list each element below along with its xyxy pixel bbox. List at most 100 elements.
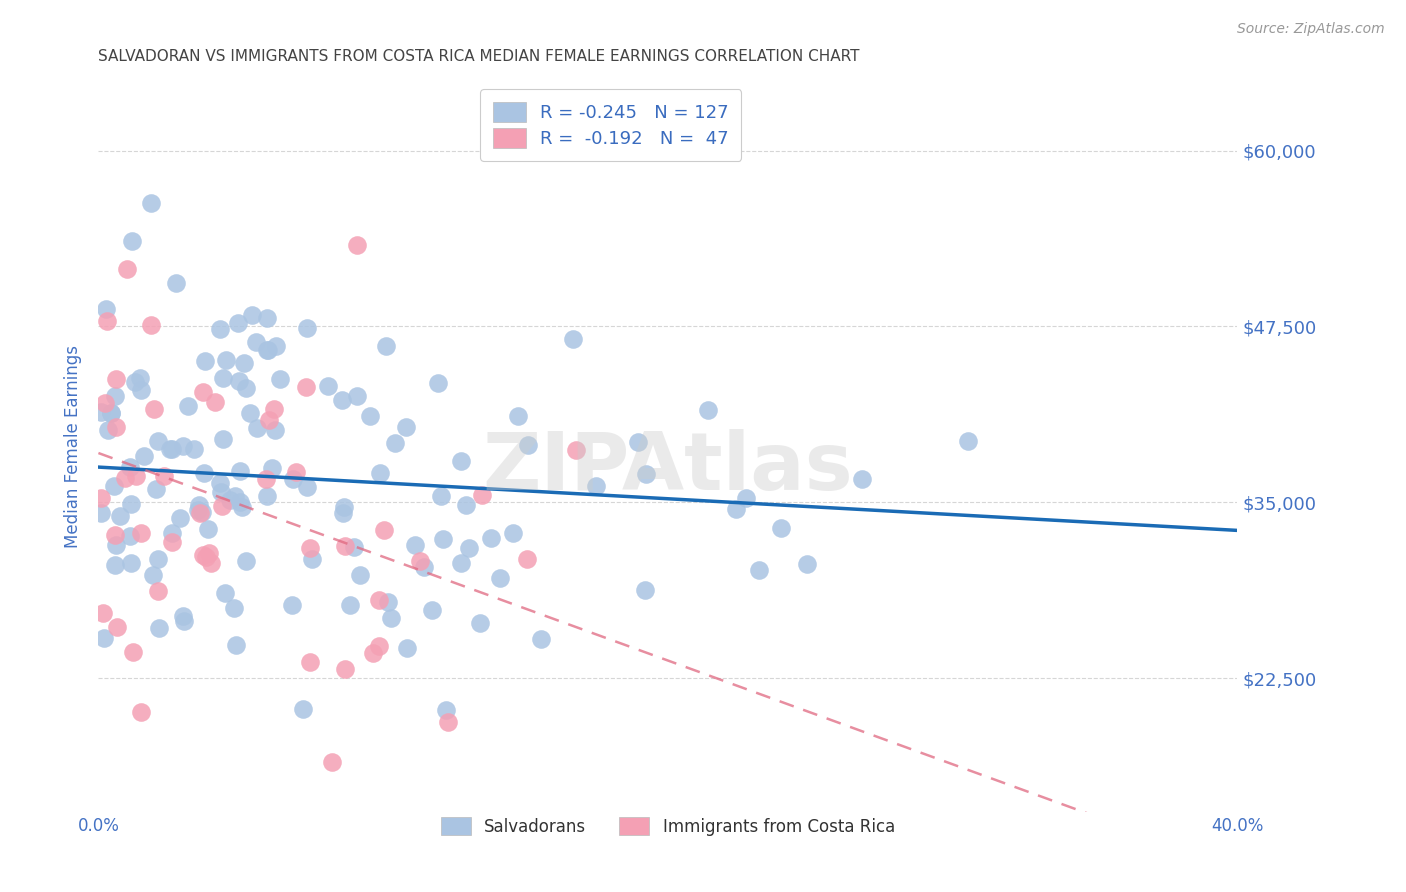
Text: ZIPAtlas: ZIPAtlas <box>482 429 853 507</box>
Point <box>110 509 132 524</box>
Point <box>120 529 142 543</box>
Point <box>129 526 152 541</box>
Point <box>105 620 128 634</box>
Point <box>91 606 114 620</box>
Point <box>333 539 356 553</box>
Point <box>191 385 214 400</box>
Point <box>188 498 211 512</box>
Point <box>183 442 205 456</box>
Point <box>458 541 481 555</box>
Point <box>200 556 222 570</box>
Point <box>191 548 214 562</box>
Point <box>432 532 454 546</box>
Point <box>222 601 245 615</box>
Point <box>132 450 155 464</box>
Point <box>191 505 214 519</box>
Point <box>104 558 127 572</box>
Point <box>233 356 256 370</box>
Point <box>115 262 138 277</box>
Point <box>332 392 354 407</box>
Point <box>627 435 650 450</box>
Point <box>380 611 402 625</box>
Text: SALVADORAN VS IMMIGRANTS FROM COSTA RICA MEDIAN FEMALE EARNINGS CORRELATION CHAR: SALVADORAN VS IMMIGRANTS FROM COSTA RICA… <box>98 49 860 64</box>
Point <box>585 479 607 493</box>
Point <box>634 582 657 597</box>
Point <box>104 389 127 403</box>
Point <box>468 616 491 631</box>
Point <box>197 546 219 560</box>
Point <box>245 335 267 350</box>
Point <box>90 491 112 506</box>
Point <box>193 354 215 368</box>
Point <box>450 453 472 467</box>
Point <box>146 583 169 598</box>
Point <box>735 491 758 505</box>
Point <box>346 389 368 403</box>
Point <box>105 420 128 434</box>
Point <box>316 379 339 393</box>
Point <box>301 552 323 566</box>
Point <box>195 549 218 564</box>
Point <box>384 435 406 450</box>
Point <box>214 586 236 600</box>
Point <box>450 556 472 570</box>
Point <box>160 534 183 549</box>
Point <box>343 540 366 554</box>
Point <box>142 402 165 417</box>
Point <box>264 339 287 353</box>
Point <box>565 442 588 457</box>
Point <box>956 434 979 448</box>
Point <box>96 301 118 316</box>
Point <box>517 438 540 452</box>
Point <box>377 595 399 609</box>
Point <box>93 396 115 410</box>
Point <box>263 401 285 416</box>
Point <box>413 560 436 574</box>
Point <box>211 499 233 513</box>
Point <box>395 641 418 656</box>
Point <box>260 460 283 475</box>
Point <box>240 308 263 322</box>
Point <box>187 503 209 517</box>
Point <box>295 480 318 494</box>
Point <box>145 483 167 497</box>
Point <box>368 466 391 480</box>
Point <box>298 655 321 669</box>
Point <box>228 374 250 388</box>
Point <box>332 500 354 514</box>
Point <box>121 645 143 659</box>
Point <box>404 538 426 552</box>
Point <box>770 521 793 535</box>
Point <box>231 500 253 514</box>
Point <box>367 593 389 607</box>
Point <box>409 554 432 568</box>
Point <box>516 552 538 566</box>
Point <box>346 238 368 252</box>
Point <box>281 599 304 613</box>
Point <box>295 380 318 394</box>
Point <box>361 647 384 661</box>
Point <box>104 372 127 386</box>
Point <box>209 475 232 490</box>
Point <box>256 343 278 357</box>
Point <box>173 614 195 628</box>
Point <box>229 464 252 478</box>
Point <box>339 598 361 612</box>
Point <box>851 472 873 486</box>
Point <box>229 495 252 509</box>
Point <box>697 402 720 417</box>
Point <box>479 531 502 545</box>
Point <box>120 497 142 511</box>
Point <box>256 311 278 326</box>
Point <box>359 409 381 423</box>
Point <box>530 632 553 646</box>
Point <box>90 506 112 520</box>
Point <box>298 541 321 556</box>
Point <box>97 423 120 437</box>
Point <box>139 195 162 210</box>
Point <box>224 489 246 503</box>
Point <box>321 755 343 769</box>
Point <box>283 472 305 486</box>
Point <box>254 472 277 486</box>
Point <box>100 406 122 420</box>
